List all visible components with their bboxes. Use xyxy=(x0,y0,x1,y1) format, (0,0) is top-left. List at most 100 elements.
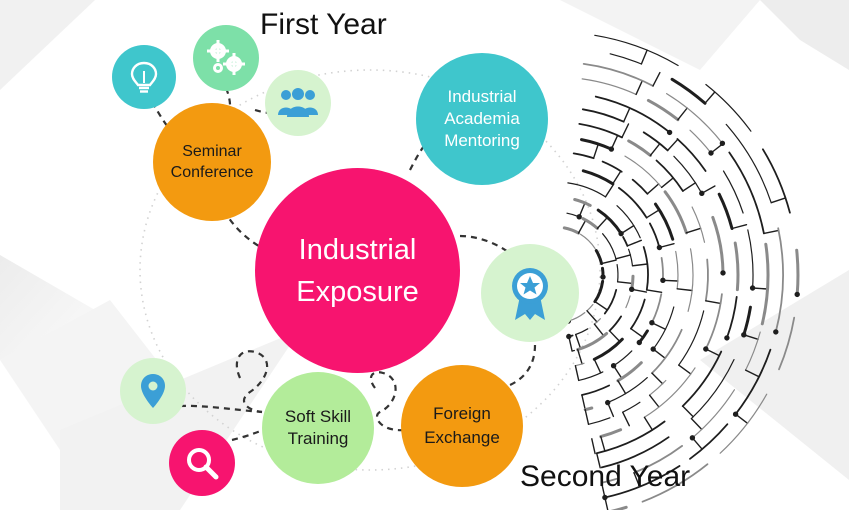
maze-arc xyxy=(681,350,723,407)
maze-arc xyxy=(581,217,599,230)
maze-arc xyxy=(676,138,707,172)
maze-node-dot xyxy=(719,140,726,147)
conference-label: Conference xyxy=(170,164,254,181)
maze-arc xyxy=(704,258,709,302)
maze-arc xyxy=(795,248,800,296)
maze-node-dot xyxy=(708,150,714,156)
maze-arc xyxy=(576,332,609,352)
circuit-maze-decoration xyxy=(562,34,800,510)
maze-node-dot xyxy=(666,129,673,136)
maze-node-dot xyxy=(650,346,656,352)
maze-arc xyxy=(596,208,623,236)
search-icon xyxy=(169,430,235,496)
maze-connector xyxy=(682,182,697,192)
maze-arc xyxy=(660,257,664,282)
maze-connector xyxy=(660,177,674,189)
maze-arc xyxy=(628,248,634,267)
maze-arc xyxy=(651,328,683,374)
maze-node-dot xyxy=(741,332,747,338)
maze-connector xyxy=(704,91,716,105)
maze-node-dot xyxy=(576,214,582,220)
maze-connector xyxy=(731,223,748,230)
maze-arc xyxy=(630,298,646,330)
maze-arc xyxy=(622,236,629,247)
maze-arc xyxy=(705,83,752,132)
maze-arc xyxy=(581,108,625,123)
maze-arc xyxy=(719,393,768,454)
seminar-label: Seminar xyxy=(182,143,242,160)
maze-arc xyxy=(586,303,594,312)
maze-arc xyxy=(633,445,683,474)
maze-connector xyxy=(593,323,605,337)
foreign-label: Foreign xyxy=(433,404,491,423)
maze-arc xyxy=(747,229,754,289)
maze-connector xyxy=(744,369,760,378)
maze-arc xyxy=(616,205,641,239)
maze-arc xyxy=(689,129,712,154)
maze-connector xyxy=(677,107,688,121)
maze-connector xyxy=(652,71,661,87)
maze-connector xyxy=(622,411,630,427)
maze-connector xyxy=(633,472,641,488)
maze-arc xyxy=(601,160,623,173)
maze-node-dot xyxy=(689,435,696,441)
maze-arc xyxy=(594,95,671,134)
maze-arc xyxy=(581,169,615,186)
maze-connector xyxy=(649,142,661,157)
maze-connector xyxy=(615,254,632,260)
maze-connector xyxy=(575,333,582,350)
maze-arc xyxy=(774,227,784,333)
maze-connector xyxy=(591,438,596,455)
maze-arc xyxy=(643,367,696,418)
maze-node-dot xyxy=(600,274,606,280)
maze-connector xyxy=(635,79,643,96)
maze-node-dot xyxy=(605,399,611,406)
soft-skill-label: Soft Skill xyxy=(284,407,352,426)
maze-arc xyxy=(603,289,618,315)
maze-connector xyxy=(645,209,660,219)
maze-arc xyxy=(572,152,595,160)
first-year-heading: First Year xyxy=(260,8,387,41)
industrial-exposure-node: Industrial Exposure xyxy=(255,168,460,373)
maze-arc xyxy=(649,379,667,396)
maze-node-dot xyxy=(703,346,709,352)
maze-node-dot xyxy=(699,190,705,197)
maze-connector xyxy=(667,138,679,152)
maze-arc xyxy=(582,63,654,87)
maze-connector xyxy=(646,183,660,195)
second-year-heading: Second Year xyxy=(520,460,691,493)
maze-connector xyxy=(682,405,694,418)
maze-connector xyxy=(577,219,587,234)
maze-arc xyxy=(562,226,580,235)
maze-connector xyxy=(763,229,780,235)
maze-node-dot xyxy=(608,146,615,152)
maze-arc xyxy=(687,248,694,312)
maze-arc xyxy=(717,192,734,230)
maze-arc xyxy=(726,296,738,339)
maze-arc xyxy=(689,423,729,460)
maze-connector xyxy=(586,310,598,323)
maze-node-dot xyxy=(629,286,635,292)
maze-arc xyxy=(734,348,772,416)
maze-connector xyxy=(577,348,583,365)
industrial-label: Industrial xyxy=(298,233,417,266)
maze-arc xyxy=(592,337,624,361)
maze-connector xyxy=(648,394,660,408)
maze-connector xyxy=(617,380,627,395)
maze-arc xyxy=(722,170,744,214)
maze-connector xyxy=(640,49,648,65)
maze-connector xyxy=(623,107,631,123)
maze-arc xyxy=(578,123,623,139)
maze-connector xyxy=(705,300,722,305)
maze-arc xyxy=(642,131,669,152)
maze-connector xyxy=(651,372,664,385)
maze-arc xyxy=(579,233,596,250)
maze-arc xyxy=(616,264,619,283)
maze-arc xyxy=(631,178,649,195)
maze-connector xyxy=(690,417,703,431)
maze-connector xyxy=(574,365,580,382)
maze-connector xyxy=(643,416,654,431)
maze-arc xyxy=(666,93,723,144)
maze-arc xyxy=(581,384,610,396)
lightbulb-icon xyxy=(112,45,176,109)
